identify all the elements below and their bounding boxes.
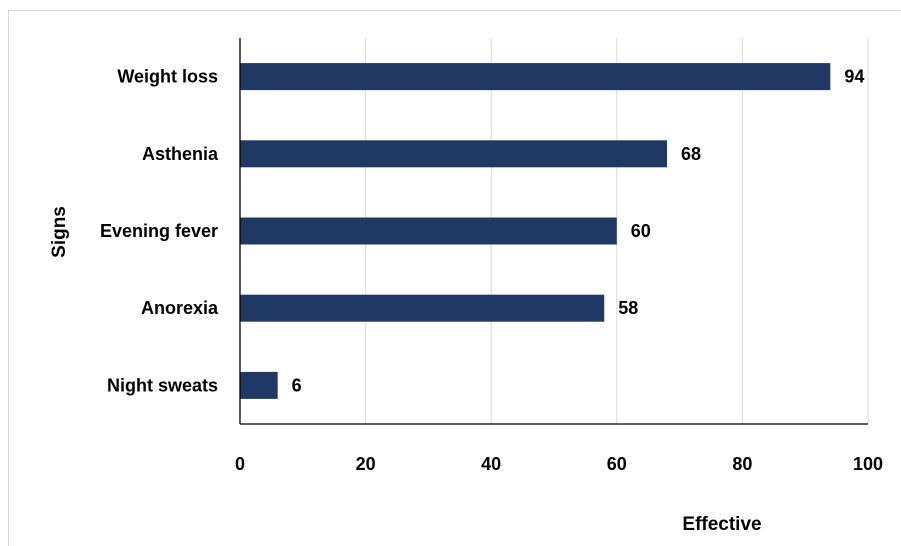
data-label: 58 — [618, 298, 638, 318]
bar — [240, 371, 278, 399]
x-axis-title: Effective — [682, 514, 761, 535]
x-tick-label: 80 — [732, 454, 752, 474]
data-label: 68 — [681, 144, 701, 164]
bar — [240, 217, 617, 245]
bars — [240, 63, 831, 399]
category-label: Asthenia — [142, 144, 219, 164]
axes — [239, 38, 868, 425]
x-tick-label: 60 — [607, 454, 627, 474]
bar — [240, 63, 831, 91]
bar — [240, 140, 668, 168]
category-label: Anorexia — [141, 298, 219, 318]
category-label: Night sweats — [107, 375, 218, 395]
chart-frame — [8, 10, 900, 546]
x-tick-label: 0 — [235, 454, 245, 474]
x-tick-label: 40 — [481, 454, 501, 474]
x-tick-label: 100 — [853, 454, 883, 474]
x-tick-labels: 0 20 40 60 80 100 — [235, 454, 883, 474]
data-label: 60 — [631, 221, 651, 241]
data-label: 6 — [292, 375, 302, 395]
category-label: Weight loss — [117, 67, 218, 87]
y-axis-title: Signs — [49, 206, 70, 258]
data-labels: 94 68 60 58 6 — [292, 67, 865, 396]
category-label: Evening fever — [100, 221, 218, 241]
category-labels: Weight loss Asthenia Evening fever Anorexia… — [100, 67, 219, 396]
bar — [240, 294, 605, 322]
x-tick-label: 20 — [356, 454, 376, 474]
data-label: 94 — [844, 67, 864, 87]
